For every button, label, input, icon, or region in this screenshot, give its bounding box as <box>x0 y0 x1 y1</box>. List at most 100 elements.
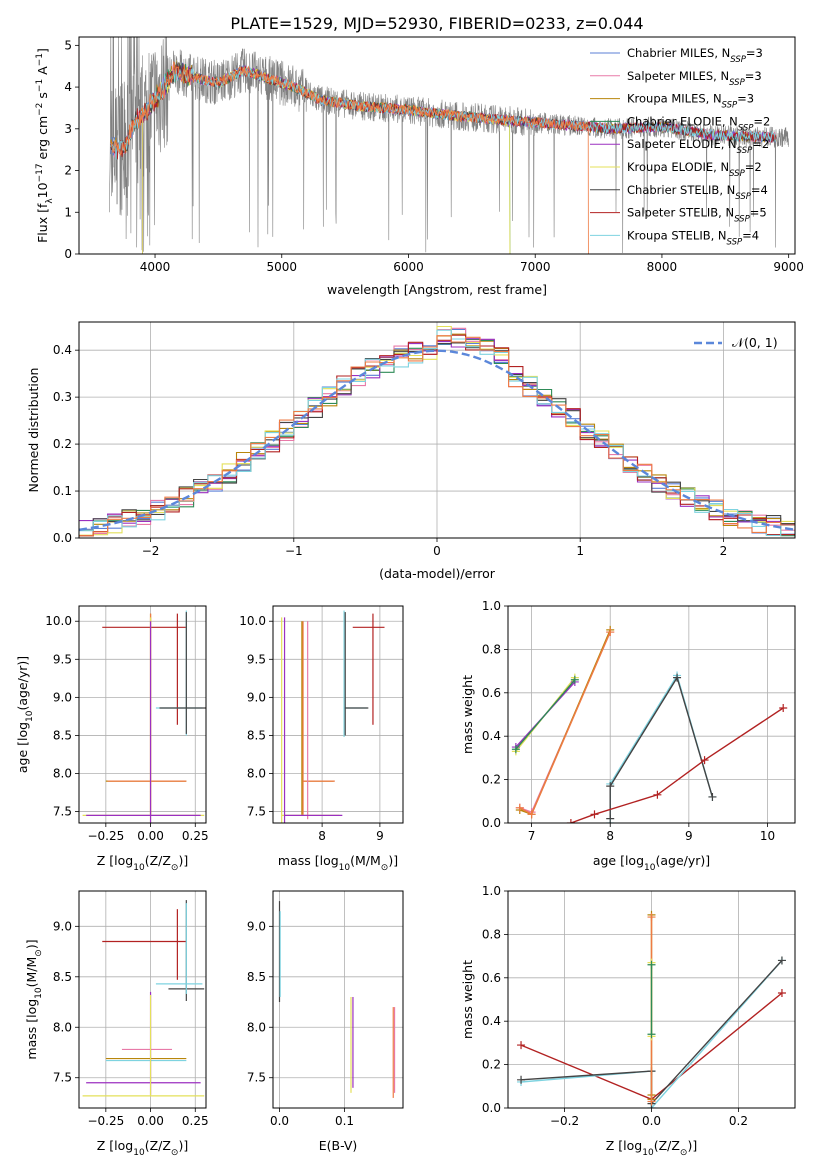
x-tick-label: 8000 <box>647 260 678 274</box>
legend-entry: Kroupa STELIB, NSSP=4 <box>627 228 759 247</box>
plot-content <box>109 37 789 254</box>
y-tick-label: 0.4 <box>53 343 72 357</box>
chart-age-vs-mass: 8 9 7.5 8.0 8.5 9.0 9.5 10.0 mass [log10(M/M⊙)] <box>239 605 404 873</box>
axes-frame <box>78 605 207 824</box>
legend-entry: 𝒩(0, 1) <box>732 335 778 350</box>
y-axis-label: mass weight <box>460 960 475 1039</box>
chart-age-vs-Z: −0.25 0.00 0.25 7.5 8.0 8.5 9.0 9.5 10.0 Z [log10… <box>15 605 209 873</box>
y-tick-label: 4 <box>64 80 72 94</box>
legend-entry: Chabrier STELIB, NSSP=4 <box>627 183 768 202</box>
series-line <box>519 631 611 816</box>
y-tick-label: 0.2 <box>53 437 72 451</box>
x-tick-label: 7 <box>528 829 536 843</box>
y-tick-label: 9.5 <box>247 652 266 666</box>
x-tick-label: −0.25 <box>87 829 124 843</box>
x-tick-label: 8 <box>318 829 326 843</box>
axes-frame <box>272 605 404 824</box>
data-point-marker <box>517 1075 526 1084</box>
x-tick-label: 5000 <box>266 260 297 274</box>
x-tick-label: 0 <box>433 544 441 558</box>
x-tick-label: 0.2 <box>729 1114 748 1128</box>
y-tick-label: 3 <box>64 122 72 136</box>
y-tick-label: 0.8 <box>482 642 501 656</box>
x-axis-label: Z [log10(Z/Z⊙)] <box>97 853 188 873</box>
y-axis-label: age [log10(age/yr)] <box>15 656 35 773</box>
y-tick-label: 0.0 <box>482 816 501 830</box>
x-tick-label: 2 <box>720 544 728 558</box>
chart-weight-vs-age: 7 8 9 10 0.0 0.2 0.4 0.6 0.8 1.0 age [log10(age/yr… <box>460 599 796 873</box>
chart-weight-vs-Z: −0.2 0.0 0.2 0.0 0.2 0.4 0.6 0.8 1.0 Z [log10(Z/Z… <box>460 884 796 1158</box>
x-axis-label: Z [log10(Z/Z⊙)] <box>97 1138 188 1158</box>
x-tick-label: 0.0 <box>642 1114 661 1128</box>
x-tick-label: 6000 <box>393 260 424 274</box>
plot-content <box>278 901 396 1098</box>
y-tick-label: 8.0 <box>53 767 72 781</box>
series-line <box>609 673 714 823</box>
x-tick-label: 0.25 <box>182 829 209 843</box>
data-point-marker <box>647 960 656 969</box>
y-tick-label: 9.5 <box>53 652 72 666</box>
y-tick-label: 0 <box>64 247 72 261</box>
x-tick-label: 9000 <box>773 260 804 274</box>
y-tick-label: 0.4 <box>482 729 501 743</box>
plot-content <box>517 910 786 1108</box>
plots-layer: 4000 5000 6000 7000 8000 9000 0 1 2 3 4 5 wavelength… <box>15 36 804 1158</box>
legend-entry: Kroupa MILES, NSSP=3 <box>627 92 754 111</box>
x-tick-label: 1 <box>576 544 584 558</box>
y-axis-label: mass [log10(M/M⊙)] <box>24 939 44 1059</box>
y-tick-label: 1.0 <box>482 884 501 898</box>
y-axis-label: Flux [fλ10−17 erg cm−2 s−1 A−1] <box>35 48 55 243</box>
data-point-marker <box>653 790 662 799</box>
y-tick-label: 7.5 <box>247 1071 266 1085</box>
x-axis-label: mass [log10(M/M⊙)] <box>278 853 398 873</box>
y-tick-label: 9.0 <box>53 919 72 933</box>
data-point-marker <box>779 703 788 712</box>
plot-content <box>82 900 205 1097</box>
legend-entry: Salpeter MILES, NSSP=3 <box>627 69 762 88</box>
x-tick-label: 7000 <box>520 260 551 274</box>
y-tick-label: 8.5 <box>247 728 266 742</box>
legend-entry: Chabrier MILES, NSSP=3 <box>627 46 763 65</box>
data-point-marker <box>606 782 615 791</box>
x-tick-label: 0.0 <box>270 1114 289 1128</box>
data-spectrum-line <box>109 37 789 254</box>
data-point-marker <box>647 1030 656 1039</box>
series-line <box>519 629 611 816</box>
axes-frame <box>507 605 796 824</box>
x-tick-label: 8 <box>606 829 614 843</box>
series-line <box>609 675 714 819</box>
x-tick-label: 0.25 <box>182 1114 209 1128</box>
model-line-kroupa-stelib-alt <box>110 60 589 254</box>
y-tick-label: 1.0 <box>482 599 501 613</box>
x-tick-label: 0.00 <box>137 1114 164 1128</box>
y-tick-label: 9.0 <box>53 690 72 704</box>
data-point-marker <box>527 810 536 819</box>
y-tick-label: 8.5 <box>247 970 266 984</box>
x-tick-label: 0.1 <box>335 1114 354 1128</box>
y-tick-label: 0.0 <box>53 531 72 545</box>
x-tick-label: −2 <box>142 544 160 558</box>
y-tick-label: 8.0 <box>53 1020 72 1034</box>
data-point-marker <box>700 756 709 765</box>
y-tick-label: 5 <box>64 38 72 52</box>
y-tick-label: 1 <box>64 205 72 219</box>
y-tick-label: 0.4 <box>482 1014 501 1028</box>
y-tick-label: 8.0 <box>247 1020 266 1034</box>
y-tick-label: 0.2 <box>482 1058 501 1072</box>
axes-frame <box>78 890 207 1109</box>
x-tick-label: 4000 <box>140 260 171 274</box>
gaussian-curve <box>79 349 795 531</box>
plot-content <box>511 625 788 823</box>
data-point-marker <box>673 673 682 682</box>
data-point-marker <box>777 956 786 965</box>
y-tick-label: 8.5 <box>53 728 72 742</box>
x-tick-label: 0.00 <box>137 829 164 843</box>
y-axis-label: Normed distribution <box>26 368 41 493</box>
legend-entry: Chabrier ELODIE, NSSP=2 <box>627 114 770 133</box>
plot-content <box>281 610 385 823</box>
y-tick-label: 8.5 <box>53 970 72 984</box>
data-point-marker <box>777 988 786 997</box>
x-axis-label: Z [log10(Z/Z⊙)] <box>606 1138 697 1158</box>
y-tick-label: 0.1 <box>53 484 72 498</box>
